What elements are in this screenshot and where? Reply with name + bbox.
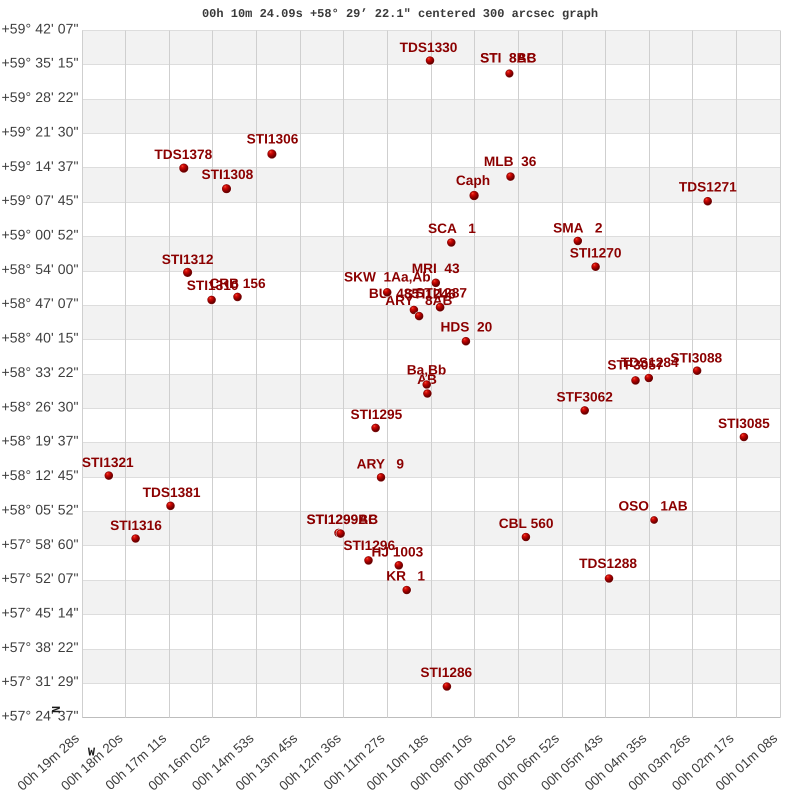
svg-text:+58° 47' 07": +58° 47' 07" xyxy=(2,295,79,311)
svg-text:STI1299BC: STI1299BC xyxy=(307,512,379,527)
svg-text:STI1246: STI1246 xyxy=(404,287,456,302)
svg-text:STI1296: STI1296 xyxy=(343,538,395,553)
svg-text:ARY 9: ARY 9 xyxy=(357,457,405,472)
svg-text:STI1308: STI1308 xyxy=(202,167,254,182)
svg-text:STI1306: STI1306 xyxy=(247,132,299,147)
svg-text:+57° 38' 22": +57° 38' 22" xyxy=(2,639,79,655)
svg-text:SCA 1: SCA 1 xyxy=(428,221,476,236)
svg-text:STI1321: STI1321 xyxy=(82,455,134,470)
svg-text:STI1287: STI1287 xyxy=(415,285,467,300)
svg-text:+58° 26' 30": +58° 26' 30" xyxy=(2,398,79,414)
svg-text:OSO 1AB: OSO 1AB xyxy=(618,498,687,513)
svg-text:STI1312: STI1312 xyxy=(162,252,214,267)
svg-text:+59° 28' 22": +59° 28' 22" xyxy=(2,89,79,105)
svg-text:STI1310: STI1310 xyxy=(187,278,239,293)
svg-text:MLB 36: MLB 36 xyxy=(484,154,537,169)
svg-text:+58° 40' 15": +58° 40' 15" xyxy=(2,330,79,346)
svg-text:STI1299AB: STI1299AB xyxy=(307,512,379,527)
svg-text:+58° 33' 22": +58° 33' 22" xyxy=(2,364,79,380)
svg-text:+59° 00' 52": +59° 00' 52" xyxy=(2,226,79,242)
svg-text:N: N xyxy=(48,706,62,713)
svg-text:TDS1381: TDS1381 xyxy=(143,485,201,500)
svg-text:STI3088: STI3088 xyxy=(670,350,722,365)
svg-text:TDS1378: TDS1378 xyxy=(154,147,212,162)
svg-text:ARY 8AB: ARY 8AB xyxy=(385,293,452,308)
svg-text:+57° 58' 60": +57° 58' 60" xyxy=(2,536,79,552)
svg-text:STI1316: STI1316 xyxy=(110,518,162,533)
svg-text:TDS1284: TDS1284 xyxy=(621,355,679,370)
svg-text:STI3085: STI3085 xyxy=(718,416,770,431)
svg-text:+57° 31' 29": +57° 31' 29" xyxy=(2,673,79,689)
svg-text:+58° 05' 52": +58° 05' 52" xyxy=(2,501,79,517)
svg-text:STI1286: STI1286 xyxy=(420,665,472,680)
svg-text:+59° 14' 37": +59° 14' 37" xyxy=(2,158,79,174)
svg-text:+59° 42' 07": +59° 42' 07" xyxy=(2,20,79,36)
svg-text:TDS1271: TDS1271 xyxy=(679,179,737,194)
svg-text:MRI 43: MRI 43 xyxy=(412,261,460,276)
svg-text:+58° 19' 37": +58° 19' 37" xyxy=(2,433,79,449)
svg-text:STI1295: STI1295 xyxy=(351,407,403,422)
svg-text:STI 8AB: STI 8AB xyxy=(480,51,536,66)
svg-text:CRB 156: CRB 156 xyxy=(209,276,266,291)
svg-text:00h 10m 24.09s +58° 29’ 22.1": 00h 10m 24.09s +58° 29’ 22.1" centered 3… xyxy=(202,7,598,21)
svg-text:STI1270: STI1270 xyxy=(570,245,622,260)
svg-text:STF3062: STF3062 xyxy=(557,389,614,404)
svg-text:Caph: Caph xyxy=(456,173,490,188)
svg-text:HJ 1003: HJ 1003 xyxy=(372,545,424,560)
svg-text:+57° 52' 07": +57° 52' 07" xyxy=(2,570,79,586)
svg-text:W: W xyxy=(88,746,96,760)
svg-text:TDS1288: TDS1288 xyxy=(579,556,637,571)
svg-text:CBL 560: CBL 560 xyxy=(499,516,554,531)
svg-text:+58° 54' 00": +58° 54' 00" xyxy=(2,261,79,277)
svg-text:+57° 24' 37": +57° 24' 37" xyxy=(2,708,79,724)
svg-text:STF3057: STF3057 xyxy=(607,358,664,373)
svg-text:+57° 45' 14": +57° 45' 14" xyxy=(2,605,79,621)
svg-text:+59° 21' 30": +59° 21' 30" xyxy=(2,123,79,139)
svg-text:+58° 12' 45": +58° 12' 45" xyxy=(2,467,79,483)
svg-text:KR 1: KR 1 xyxy=(386,569,425,584)
svg-text:HDS 20: HDS 20 xyxy=(441,320,493,335)
svg-text:Ba,Bb: Ba,Bb xyxy=(407,362,447,377)
svg-text:BU 485: BU 485 xyxy=(369,286,420,301)
svg-text:+59° 35' 15": +59° 35' 15" xyxy=(2,55,79,71)
svg-text:SMA 2: SMA 2 xyxy=(553,221,603,236)
svg-text:STI 8BC: STI 8BC xyxy=(480,51,536,66)
svg-text:+59° 07' 45": +59° 07' 45" xyxy=(2,192,79,208)
svg-text:TDS1330: TDS1330 xyxy=(400,40,458,55)
svg-text:SKW 1Aa,Ab: SKW 1Aa,Ab xyxy=(344,269,431,284)
